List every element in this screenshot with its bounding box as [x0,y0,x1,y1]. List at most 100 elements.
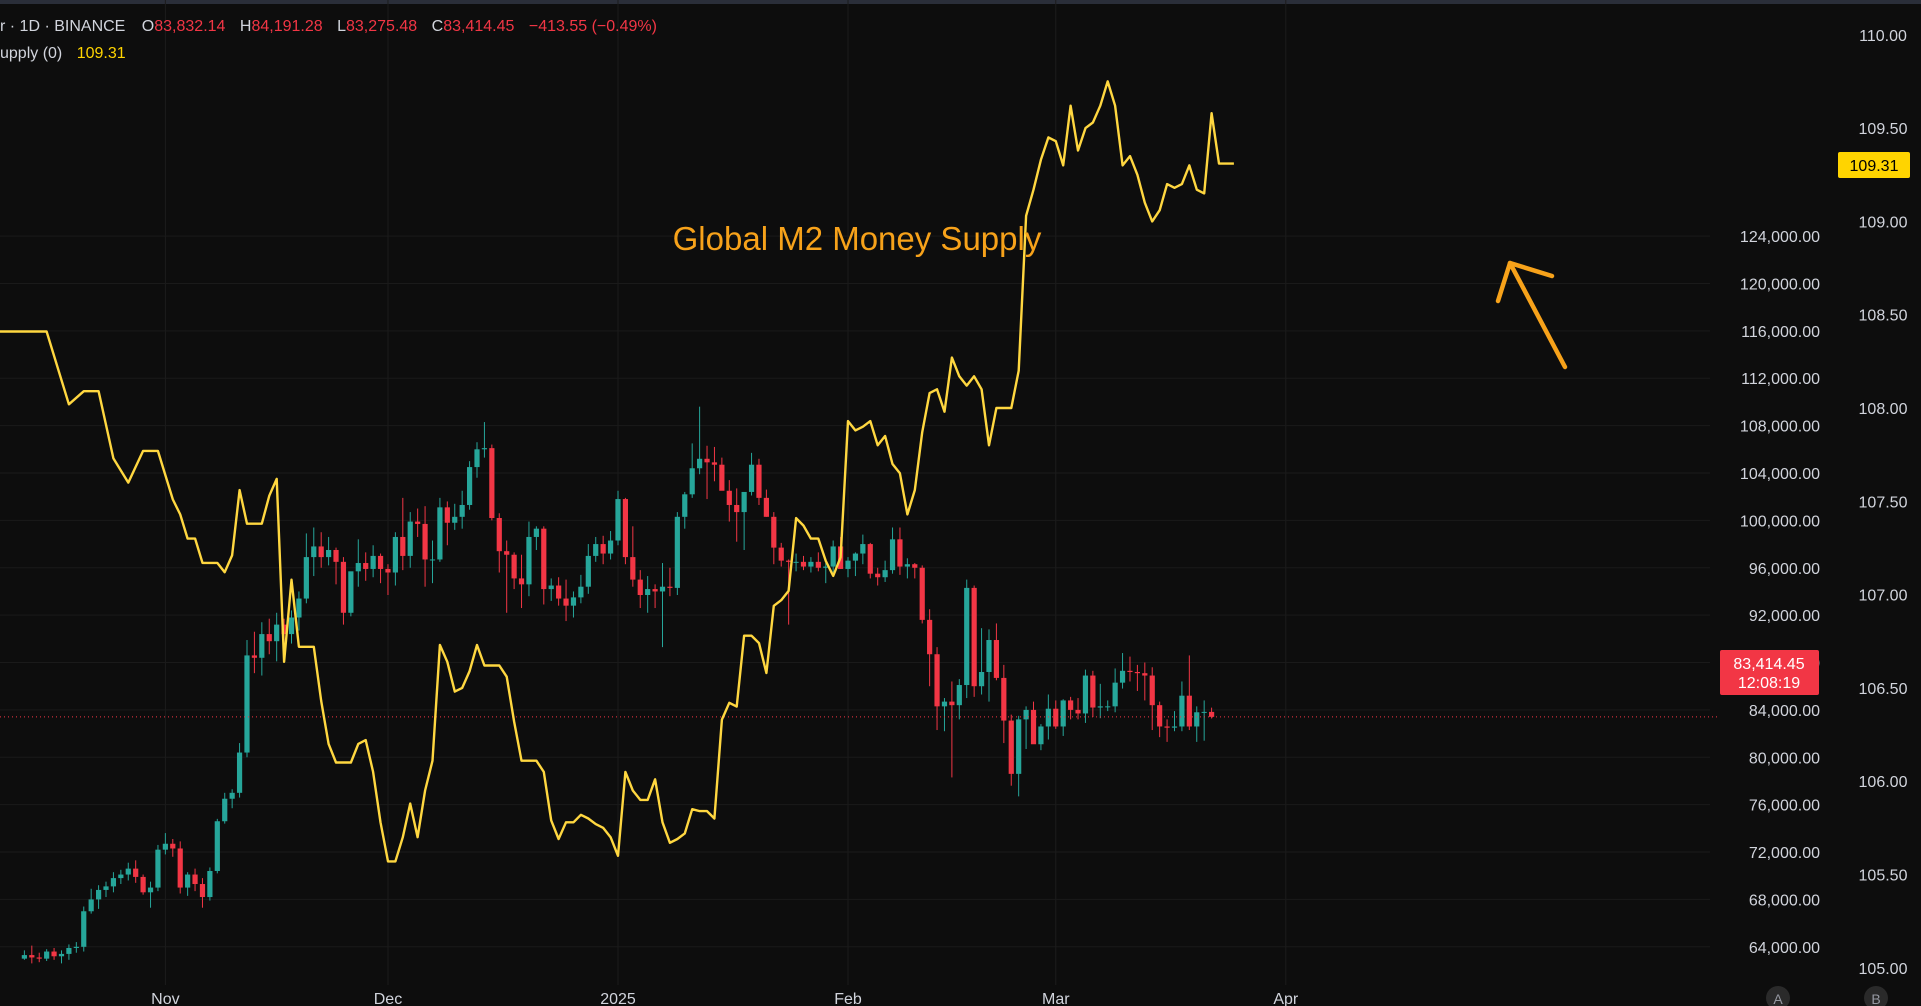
candle[interactable] [192,868,198,892]
candle[interactable] [481,422,488,458]
candle[interactable] [407,512,413,568]
candle[interactable] [934,647,940,731]
candle[interactable] [474,442,480,478]
candle[interactable] [214,818,220,874]
candle[interactable] [36,952,42,963]
candle[interactable] [1023,706,1029,749]
candle[interactable] [103,881,109,898]
candle[interactable] [363,552,369,581]
candle[interactable] [570,591,577,618]
candle[interactable] [949,681,955,778]
candle[interactable] [400,497,406,571]
candle[interactable] [1208,707,1215,719]
candle[interactable] [355,539,361,587]
candle[interactable] [630,526,636,587]
candle[interactable] [578,574,584,604]
candle[interactable] [429,540,436,584]
candle[interactable] [808,557,814,573]
candle[interactable] [652,584,658,609]
candle[interactable] [199,878,206,908]
candle[interactable] [385,564,391,596]
candle[interactable] [73,942,79,953]
candle[interactable] [600,535,606,565]
candle[interactable] [66,944,72,960]
candle[interactable] [637,570,643,609]
axis-mode-button-b[interactable]: B [1864,986,1888,1006]
candle[interactable] [147,881,154,908]
candle[interactable] [823,563,829,584]
candle[interactable] [370,545,376,578]
candle[interactable] [1142,662,1148,701]
candle[interactable] [1119,653,1126,689]
price-axis[interactable]: 124,000.00 120,000.00 116,000.00 112,000.00… [1740,229,1820,957]
candle[interactable] [118,869,124,885]
axis-mode-button-a[interactable]: A [1766,986,1790,1006]
candle[interactable] [904,558,910,579]
candle[interactable] [207,867,213,901]
candle[interactable] [526,521,532,597]
candle[interactable] [170,839,176,857]
candle[interactable] [697,406,703,475]
candle[interactable] [659,563,666,648]
candle[interactable] [860,534,866,565]
candle[interactable] [303,533,309,604]
candle[interactable] [222,792,228,824]
candle[interactable] [986,629,992,702]
candle[interactable] [622,497,629,565]
candle[interactable] [437,497,443,562]
candle[interactable] [1075,698,1081,720]
candle[interactable] [1164,719,1170,742]
candle[interactable] [845,557,851,578]
candle[interactable] [1201,700,1207,741]
m2-axis[interactable]: 110.00 109.50 109.00 108.50 108.00 107.50 107.… [1859,28,1908,978]
candle[interactable] [815,552,821,572]
candle[interactable] [44,949,50,962]
candle[interactable] [504,540,510,613]
candle[interactable] [771,512,777,565]
candle[interactable] [941,698,948,732]
candle[interactable] [615,490,621,546]
candle[interactable] [682,491,688,529]
time-axis[interactable]: Nov Dec 2025 Feb Mar Apr [151,991,1299,1006]
candle[interactable] [927,609,933,687]
candle[interactable] [1149,667,1155,731]
candle[interactable] [244,640,250,758]
candle[interactable] [993,623,1000,681]
candle[interactable] [875,567,881,586]
candle[interactable] [556,577,562,606]
candle[interactable] [533,526,539,550]
candle[interactable] [95,885,102,909]
candle[interactable] [1082,669,1089,723]
candle[interactable] [229,789,235,809]
candle[interactable] [912,563,918,579]
candle[interactable] [29,945,35,964]
candle[interactable] [81,906,87,952]
candle[interactable] [518,554,525,609]
candle[interactable] [548,578,554,601]
candle[interactable] [897,527,903,575]
candle[interactable] [1053,700,1059,729]
candle[interactable] [711,446,718,482]
candle[interactable] [1016,715,1022,797]
candle[interactable] [645,576,651,613]
candle[interactable] [415,508,421,537]
candle[interactable] [607,531,614,560]
candle[interactable] [726,480,732,522]
candle[interactable] [185,872,191,896]
candle[interactable] [1194,706,1200,742]
candle[interactable] [748,452,755,496]
candle[interactable] [1127,656,1133,682]
candle[interactable] [251,631,258,674]
candle[interactable] [1112,668,1118,713]
candle[interactable] [326,536,332,566]
candle[interactable] [51,947,57,960]
candle[interactable] [288,610,295,644]
candle[interactable] [377,553,384,584]
candle[interactable] [266,618,272,655]
candle[interactable] [1068,696,1074,720]
candle[interactable] [274,612,280,662]
indicator-legend[interactable]: upply (0) 109.31 [0,45,126,63]
candle[interactable] [140,874,146,895]
candle[interactable] [1038,724,1044,751]
candle[interactable] [422,506,428,587]
